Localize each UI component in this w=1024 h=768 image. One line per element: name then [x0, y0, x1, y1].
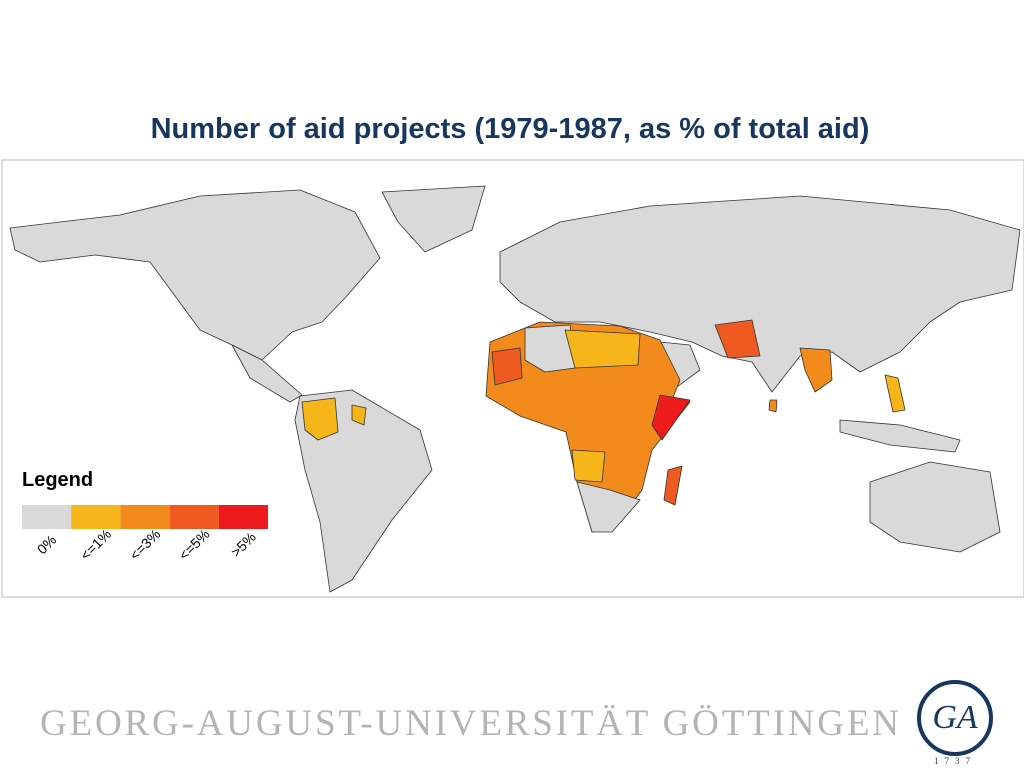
legend-swatch: [71, 505, 121, 529]
eurasia: [499, 195, 1021, 393]
south-america: [294, 389, 433, 593]
north-america: [9, 189, 381, 361]
university-name: GEORG-AUGUST-UNIVERSITÄT GÖTTINGEN: [40, 703, 900, 744]
guyana: [351, 404, 367, 426]
logo-year: 1737: [934, 756, 976, 766]
southern-africa: [576, 481, 641, 533]
australia: [869, 461, 1001, 553]
pakistan-afghanistan: [714, 319, 761, 359]
egypt-libya: [564, 329, 641, 369]
myanmar: [799, 347, 833, 393]
sri-lanka: [768, 399, 778, 413]
philippines: [884, 374, 906, 413]
legend-swatch: [22, 505, 72, 529]
logo-ring: [917, 680, 993, 756]
legend-title: Legend: [22, 469, 93, 491]
legend-swatch: [218, 505, 268, 529]
madagascar: [663, 465, 683, 506]
legend-swatch: [120, 505, 170, 529]
slide-title: Number of aid projects (1979-1987, as % …: [151, 113, 870, 145]
indonesia: [839, 419, 961, 453]
north-africa: [524, 324, 576, 373]
colombia: [301, 397, 339, 441]
legend-swatch: [169, 505, 219, 529]
angola: [571, 449, 606, 483]
somalia: [651, 394, 691, 441]
greenland: [381, 185, 486, 253]
university-logo: GA 1737: [917, 680, 993, 766]
central-america: [231, 344, 303, 403]
logo-mark: GA: [932, 699, 978, 736]
africa: [485, 321, 691, 533]
mauritania: [491, 347, 523, 386]
